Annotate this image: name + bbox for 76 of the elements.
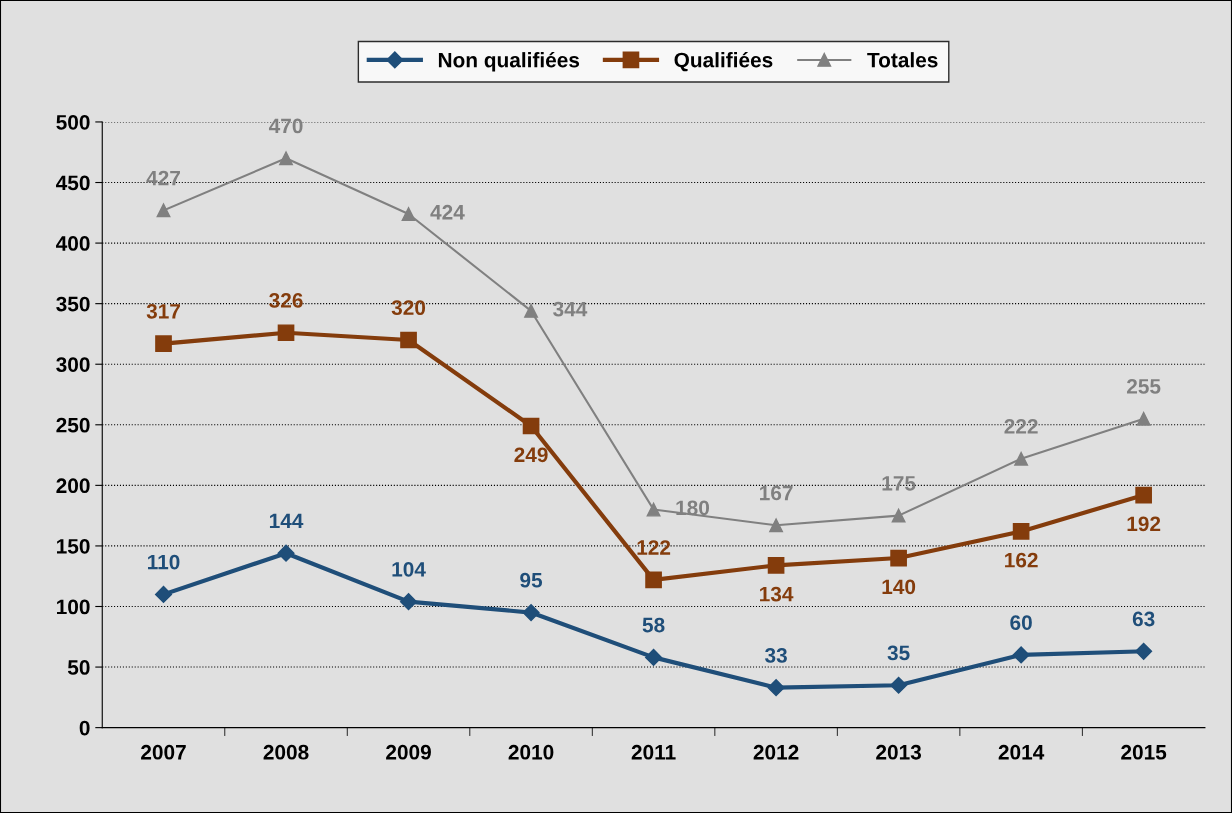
point	[890, 549, 907, 567]
y-tick-label: 350	[56, 296, 90, 312]
legend-label: Non qualifiées	[438, 51, 580, 72]
data-label: 162	[1005, 552, 1038, 568]
y-tick-label: 500	[56, 114, 90, 130]
y-tick-label: 50	[67, 660, 90, 675]
y-tick-label: 450	[56, 175, 90, 191]
point	[155, 335, 172, 352]
data-label: 175	[882, 476, 916, 491]
y-tick-label: 300	[56, 357, 90, 373]
data-label: 427	[146, 170, 180, 186]
data-label: 58	[642, 617, 665, 633]
data-label: 424	[430, 204, 465, 220]
legend-label: Qualifiées	[674, 51, 773, 72]
data-label: 167	[760, 485, 793, 501]
x-tick-label: 2010	[508, 744, 554, 760]
point	[522, 417, 540, 435]
data-label: 110	[148, 554, 180, 570]
data-label: 144	[269, 513, 304, 529]
data-label: 104	[392, 561, 426, 577]
y-tick-label: 400	[56, 236, 90, 251]
point	[156, 203, 171, 218]
x-tick-label: 2011	[631, 744, 676, 760]
point	[1135, 486, 1152, 504]
data-label: 320	[391, 300, 426, 316]
data-label: 192	[1127, 516, 1161, 532]
point	[1014, 451, 1029, 466]
x-tick-label: 2007	[141, 744, 186, 760]
data-label: 35	[887, 645, 910, 661]
x-tick-label: 2008	[263, 744, 309, 760]
data-label: 326	[269, 293, 303, 308]
point	[767, 556, 785, 574]
data-label: 60	[1010, 615, 1032, 630]
point	[1012, 646, 1030, 664]
point	[1012, 523, 1030, 540]
data-label: 344	[553, 301, 588, 317]
point	[769, 518, 784, 533]
x-tick-label: 2015	[1121, 744, 1167, 760]
data-label: 255	[1126, 379, 1161, 394]
data-label: 222	[1004, 419, 1038, 434]
data-label: 134	[760, 586, 794, 602]
point	[645, 571, 662, 589]
data-label: 63	[1132, 611, 1155, 627]
x-tick-label: 2014	[998, 744, 1045, 760]
point	[767, 679, 785, 697]
point	[1136, 411, 1151, 426]
point	[645, 648, 663, 666]
point	[891, 508, 906, 523]
y-tick-label: 100	[57, 599, 90, 615]
data-label: 95	[520, 572, 543, 588]
x-tick-label: 2013	[876, 744, 922, 760]
point	[522, 604, 540, 622]
data-label: 33	[764, 647, 787, 663]
point	[154, 585, 173, 603]
y-tick-label: 200	[56, 478, 90, 494]
data-label: 470	[268, 118, 303, 134]
point	[890, 676, 908, 694]
y-tick-label: 250	[56, 417, 90, 433]
x-tick-label: 2012	[753, 744, 799, 760]
point	[646, 502, 661, 517]
point	[524, 303, 539, 318]
legend-label: Totales	[867, 52, 938, 68]
point	[399, 593, 418, 611]
data-label: 122	[637, 540, 671, 555]
point	[277, 544, 295, 562]
point	[400, 331, 417, 349]
point	[279, 151, 293, 166]
y-tick-label: 150	[57, 538, 90, 554]
data-label: 140	[882, 579, 916, 595]
point	[401, 207, 416, 221]
point	[1135, 642, 1153, 660]
y-tick-label: 0	[79, 720, 90, 736]
data-label: 249	[514, 447, 548, 463]
x-tick-label: 2009	[386, 744, 431, 760]
data-label: 317	[146, 303, 180, 319]
point	[277, 324, 295, 342]
